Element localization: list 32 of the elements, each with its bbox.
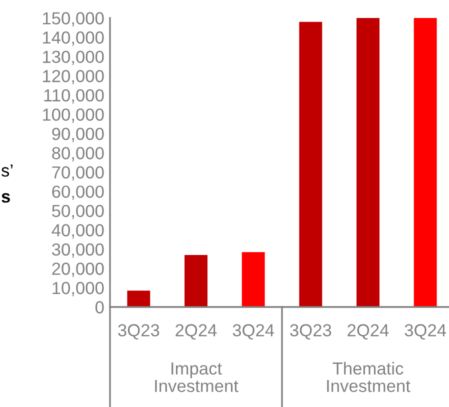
x-tick-label: 3Q24 bbox=[232, 324, 274, 340]
bar bbox=[356, 18, 380, 307]
y-tick-label: 20,000 bbox=[52, 262, 104, 277]
text: Impact Investment bbox=[155, 362, 238, 392]
y-tick-label: 110,000 bbox=[44, 89, 104, 104]
x-tick-label: 2Q24 bbox=[176, 324, 217, 340]
text: s bbox=[2, 193, 10, 203]
bar bbox=[414, 18, 437, 307]
bar bbox=[242, 252, 265, 307]
y-tick-label: 140,000 bbox=[43, 31, 104, 46]
y-tick-label: 0 bbox=[95, 301, 104, 314]
y-tick-label: 30,000 bbox=[52, 243, 104, 258]
y-tick-label: 60,000 bbox=[52, 186, 104, 200]
y-tick-label: 40,000 bbox=[52, 224, 104, 238]
text: Thematic Investment bbox=[327, 362, 410, 392]
bar bbox=[299, 22, 322, 307]
y-tick-label: 90,000 bbox=[52, 128, 104, 142]
y-tick-label: 50,000 bbox=[52, 204, 104, 220]
y-tick-label: 70,000 bbox=[52, 166, 104, 181]
y-tick-label: 100,000 bbox=[43, 108, 104, 123]
y-tick-label: 150,000 bbox=[43, 12, 104, 27]
x-tick-label: 2Q24 bbox=[348, 324, 389, 340]
x-tick-label: 3Q24 bbox=[404, 324, 446, 340]
x-tick-label: 3Q23 bbox=[290, 324, 332, 340]
text: s’ bbox=[1, 164, 12, 177]
y-tick-label: 130,000 bbox=[43, 50, 104, 66]
bar bbox=[127, 290, 150, 307]
y-tick-label: 80,000 bbox=[52, 147, 104, 162]
x-tick-label: 3Q23 bbox=[118, 324, 160, 340]
bar bbox=[184, 254, 208, 307]
y-tick-label: 120,000 bbox=[43, 70, 104, 84]
y-tick-label: 10,000 bbox=[52, 282, 104, 296]
